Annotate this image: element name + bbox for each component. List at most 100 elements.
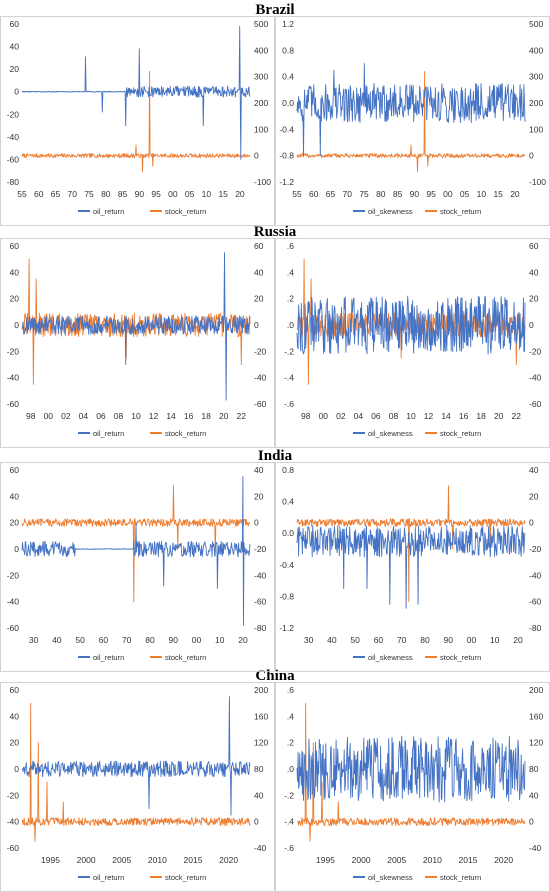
left-tick-label: .2 [287, 294, 294, 304]
right-tick-label: 300 [529, 72, 543, 82]
right-tick-label: 500 [254, 19, 268, 29]
right-tick-label: 20 [254, 491, 264, 501]
right-tick-label: 0 [254, 518, 259, 528]
x-tick-label: 30 [304, 635, 314, 645]
x-tick-label: 10 [477, 189, 487, 199]
x-tick-label: 80 [145, 635, 155, 645]
right-tick-label: -40 [529, 570, 542, 580]
left-tick-label: 40 [10, 491, 20, 501]
x-tick-label: 05 [185, 189, 195, 199]
x-tick-label: 90 [135, 189, 145, 199]
x-tick-label: 04 [79, 411, 89, 421]
chart-india-oil-skewness: 0.8 0.4 0.0 -0.4 -0.8 -1.2 40 20 0 -20 -40 -60 -80 30… [275, 462, 550, 672]
right-tick-label: 0 [529, 817, 534, 827]
x-tick-label: 90 [410, 189, 420, 199]
x-tick-label: 98 [26, 411, 36, 421]
series-line-oil_skewness [296, 524, 526, 609]
x-tick-label: 2020 [494, 855, 513, 865]
x-tick-label: 22 [511, 411, 521, 421]
right-tick-label: 40 [254, 790, 264, 800]
x-tick-label: 60 [34, 189, 44, 199]
right-tick-label: 40 [529, 267, 539, 277]
x-tick-label: 08 [114, 411, 124, 421]
x-tick-label: 70 [68, 189, 78, 199]
right-tick-label: 0 [529, 320, 534, 330]
left-tick-label: .4 [287, 267, 294, 277]
x-tick-label: 20 [510, 189, 520, 199]
x-tick-label: 60 [374, 635, 384, 645]
left-tick-label: 60 [10, 465, 20, 475]
x-tick-label: 70 [343, 189, 353, 199]
left-tick-label: 20 [10, 64, 20, 74]
right-tick-label: 60 [529, 241, 539, 251]
x-tick-label: 80 [420, 635, 430, 645]
left-tick-label: -0.8 [279, 151, 294, 161]
left-tick-label: .6 [287, 241, 294, 251]
left-tick-label: 0.0 [282, 98, 294, 108]
left-tick-label: 20 [10, 294, 20, 304]
x-tick-label: 80 [376, 189, 386, 199]
series-line-oil_return [21, 476, 251, 626]
x-tick-label: 14 [166, 411, 176, 421]
x-tick-label: 10 [215, 635, 225, 645]
x-tick-label: 15 [493, 189, 503, 199]
x-tick-label: 50 [350, 635, 360, 645]
right-tick-label: -100 [254, 177, 271, 187]
series-line-stock_return [297, 702, 526, 842]
x-tick-label: 04 [354, 411, 364, 421]
left-tick-label: -.6 [284, 399, 294, 409]
left-tick-label: -.4 [284, 373, 294, 383]
x-tick-label: 00 [319, 411, 329, 421]
right-tick-label: -20 [529, 346, 542, 356]
x-tick-label: 90 [168, 635, 178, 645]
legend-label: stock_return [165, 429, 206, 438]
right-tick-label: 300 [254, 72, 268, 82]
x-tick-label: 1995 [316, 855, 335, 865]
title-brazil: Brazil [255, 2, 295, 18]
left-tick-label: .0 [287, 764, 294, 774]
left-tick-label: 0.8 [282, 45, 294, 55]
chart-india-oil-return: 60 40 20 0 -20 -40 -60 40 20 0 -20 -40 -60 -80 30 40 50 6… [0, 462, 275, 672]
right-tick-label: -60 [529, 399, 542, 409]
right-tick-label: -100 [529, 177, 546, 187]
x-tick-label: 20 [235, 189, 245, 199]
title-russia: Russia [253, 224, 297, 240]
left-tick-label: 60 [10, 241, 20, 251]
left-tick-label: 0 [14, 87, 19, 97]
left-tick-label: 0.4 [282, 497, 294, 507]
legend-label: oil_skewness [368, 207, 413, 216]
left-tick-label: -.2 [284, 790, 294, 800]
x-tick-label: 08 [389, 411, 399, 421]
x-tick-label: 18 [201, 411, 211, 421]
x-tick-label: 2010 [423, 855, 442, 865]
x-tick-label: 2010 [148, 855, 167, 865]
left-tick-label: -80 [7, 177, 20, 187]
x-tick-label: 85 [393, 189, 403, 199]
x-tick-label: 18 [476, 411, 486, 421]
x-tick-label: 20 [219, 411, 229, 421]
left-tick-label: -20 [7, 790, 20, 800]
right-tick-label: 40 [529, 790, 539, 800]
legend-label: stock_return [440, 873, 481, 882]
x-tick-label: 20 [238, 635, 248, 645]
left-tick-label: 20 [10, 518, 20, 528]
chart-frame [275, 462, 550, 672]
right-tick-label: 20 [529, 294, 539, 304]
legend-label: stock_return [165, 653, 206, 662]
left-tick-label: -1.2 [279, 177, 294, 187]
x-tick-label: 90 [443, 635, 453, 645]
legend-label: stock_return [440, 429, 481, 438]
chart-china-oil-skewness: .6 .4 .2 .0 -.2 -.4 -.6 200 160 120 80 40 0 -40 1995 20… [275, 682, 550, 892]
right-tick-label: -40 [254, 570, 267, 580]
right-tick-label: 200 [254, 685, 268, 695]
x-tick-label: 2000 [77, 855, 96, 865]
right-tick-label: -20 [254, 346, 267, 356]
right-tick-label: 200 [529, 98, 543, 108]
series-line-oil_return [21, 25, 251, 160]
x-tick-label: 10 [131, 411, 141, 421]
right-tick-label: 100 [254, 124, 268, 134]
left-tick-label: 60 [10, 685, 20, 695]
left-tick-label: .6 [287, 685, 294, 695]
right-tick-label: 40 [254, 267, 264, 277]
x-tick-label: 60 [309, 189, 319, 199]
